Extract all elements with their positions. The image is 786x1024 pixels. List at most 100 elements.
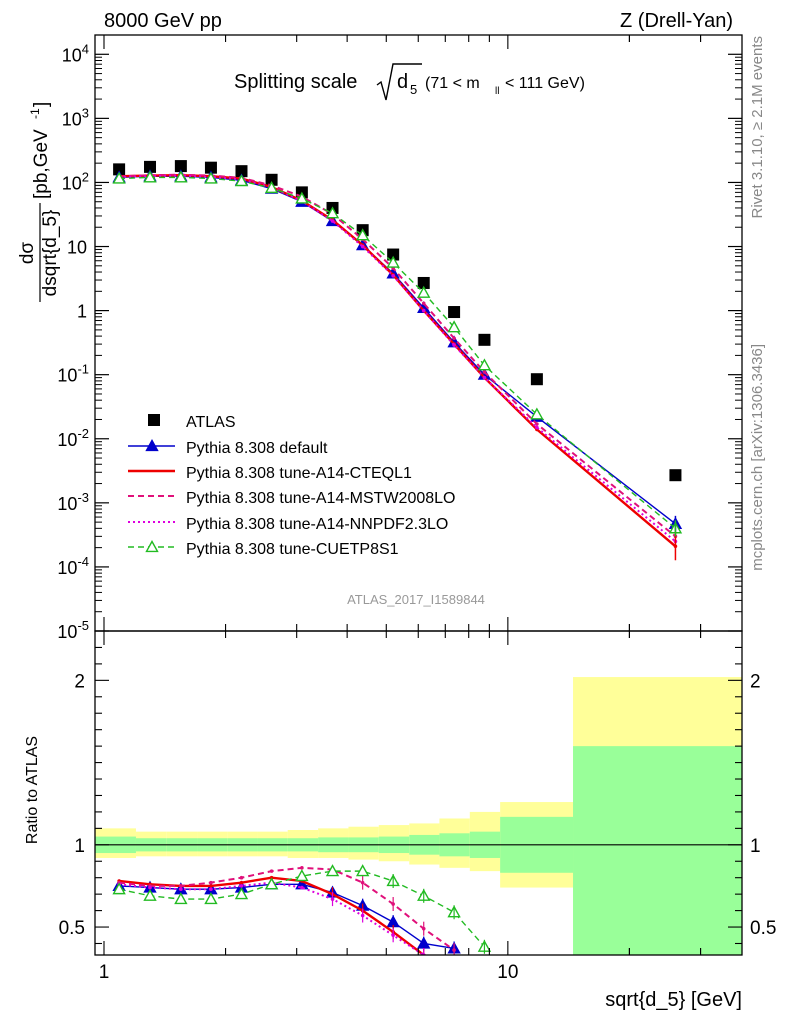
data-point-s0-1 (144, 160, 157, 173)
data-point-s3-13 (535, 422, 539, 426)
x-tick-label: 1 (99, 962, 110, 983)
series-line-4 (119, 174, 677, 543)
data-point-s5-11 (447, 320, 461, 333)
y-tick-label: 1 (77, 302, 87, 322)
y-axis-title-bottom: Ratio to ATLAS (24, 736, 41, 844)
data-point-s5-12 (477, 358, 492, 371)
title-range-open: (71 < m (425, 75, 480, 92)
ratio-bands (95, 677, 742, 955)
ratio-y-tick-label-right: 2 (750, 671, 761, 692)
data-point-s0-11 (448, 306, 461, 319)
data-point-s5-4 (234, 174, 249, 187)
data-point-s4-10 (421, 308, 426, 313)
data-point-s4-13 (535, 425, 539, 430)
y-title-unit-close: ] (31, 102, 52, 107)
data-point-s5-3 (204, 171, 218, 184)
data-point-s0-0 (113, 163, 126, 176)
analysis-label: ATLAS_2017_I1589844 (347, 592, 485, 607)
ratio-point-s5-3 (204, 892, 218, 905)
data-point-s0-12 (478, 333, 491, 346)
legend-label-mstw: Pythia 8.308 tune-A14-MSTW2008LO (186, 490, 455, 507)
data-point-s5-1 (143, 170, 157, 183)
y-tick-label: 10 (67, 238, 87, 258)
data-point-s4-11 (452, 343, 456, 347)
ratio-point-s5-0 (112, 882, 126, 895)
data-point-s5-6 (295, 191, 309, 204)
ratio-point-s5-2 (174, 892, 188, 905)
ratio-point-s3-5 (269, 869, 274, 873)
ratio-point-s5-4 (234, 887, 249, 900)
series-line-3 (119, 173, 677, 538)
y-axis-title-top: dσ dsqrt{d_5} [pb,GeV -1 ] (17, 102, 61, 302)
ratio-axes: 0.5 0.5 1 1 2 2 1 10 (59, 630, 776, 983)
series-line-5 (119, 176, 676, 529)
ratio-point-s4-2 (179, 887, 183, 892)
plot-title: Splitting scale d 5 (71 < m ll < 111 GeV… (234, 63, 585, 101)
y-tick-label: 10-1 (57, 362, 89, 386)
legend-label-cteql1: Pythia 8.308 tune-A14-CTEQL1 (186, 465, 412, 482)
header-right: Z (Drell-Yan) (620, 10, 733, 32)
legend-marker-atlas (148, 414, 160, 426)
legend-marker-cuetp8s1 (145, 540, 159, 553)
y-tick-label: 10-2 (57, 426, 89, 450)
data-point-s0-3 (204, 161, 217, 174)
ratio-y-tick-label-left: 2 (74, 671, 85, 692)
legend-marker-default (145, 439, 159, 452)
data-point-s5-10 (417, 285, 431, 298)
ratio-line-3 (119, 866, 455, 951)
ratio-point-s3-2 (179, 884, 183, 888)
ratio-y-tick-label-left: 1 (74, 836, 85, 857)
data-point-s5-13 (530, 407, 544, 420)
y-tick-label: 103 (62, 105, 89, 129)
ratio-point-s4-6 (300, 885, 304, 890)
data-point-s4-12 (482, 375, 487, 380)
data-point-s5-0 (112, 171, 126, 184)
data-point-s4-7 (330, 219, 335, 223)
ratio-point-s5-8 (355, 864, 370, 877)
ratio-point-s5-6 (295, 869, 309, 882)
legend: ATLAS Pythia 8.308 default Pythia 8.308 … (128, 414, 455, 558)
y-title-unit-sup: -1 (28, 108, 42, 119)
ratio-line-4 (119, 881, 425, 955)
ratio-point-s5-5 (264, 877, 279, 890)
legend-label-default: Pythia 8.308 default (186, 440, 328, 457)
ratio-y-tick-label-right: 0.5 (750, 918, 776, 939)
title-sqrt-sub: 5 (410, 82, 417, 97)
ratio-point-s5-7 (325, 864, 340, 877)
legend-label-atlas: ATLAS (186, 414, 236, 431)
data-point-s0-13 (530, 373, 543, 386)
ratio-y-tick-label-right: 1 (750, 836, 761, 857)
data-point-s0-2 (174, 160, 187, 173)
y-tick-label: 10-5 (57, 618, 89, 642)
data-point-s3-10 (421, 301, 426, 306)
ratio-point-s3-3 (209, 880, 213, 885)
y-tick-label: 104 (62, 41, 89, 65)
title-range-sub: ll (495, 86, 499, 97)
data-point-s5-5 (264, 181, 279, 194)
title-sqrt-arg: d (397, 71, 408, 93)
main-axes: 10-5 10-4 10-3 10-2 10-1 1 10 102 103 104 (57, 34, 743, 642)
ratio-point-s3-6 (300, 866, 304, 870)
mcplots-label: mcplots.cern.ch [arXiv:1306.3436] (749, 344, 766, 571)
x-axis-title: sqrt{d_5} [GeV] (605, 989, 742, 1011)
ratio-point-s3-4 (239, 875, 244, 880)
data-point-s0-10 (417, 276, 430, 289)
rivet-label: Rivet 3.1.10, ≥ 2.1M events (749, 36, 766, 219)
ratio-point-s5-1 (143, 888, 157, 901)
ratio-point-s4-4 (239, 884, 244, 888)
title-range-close: < 111 GeV) (505, 75, 585, 92)
data-point-s3-11 (452, 336, 456, 341)
y-tick-label: 10-4 (57, 554, 89, 578)
y-tick-label: 102 (62, 169, 89, 193)
data-point-s5-2 (174, 170, 188, 183)
y-tick-label: 10-3 (57, 490, 89, 514)
y-title-unit: [pb,GeV (31, 129, 52, 199)
data-point-s4-8 (360, 244, 365, 249)
title-main: Splitting scale (234, 71, 357, 93)
data-point-s3-12 (482, 370, 487, 374)
data-point-s0-9 (387, 248, 400, 261)
ratio-point-s2-3 (209, 884, 213, 888)
header-left: 8000 GeV pp (104, 10, 222, 32)
sqrt-sign (376, 63, 422, 101)
